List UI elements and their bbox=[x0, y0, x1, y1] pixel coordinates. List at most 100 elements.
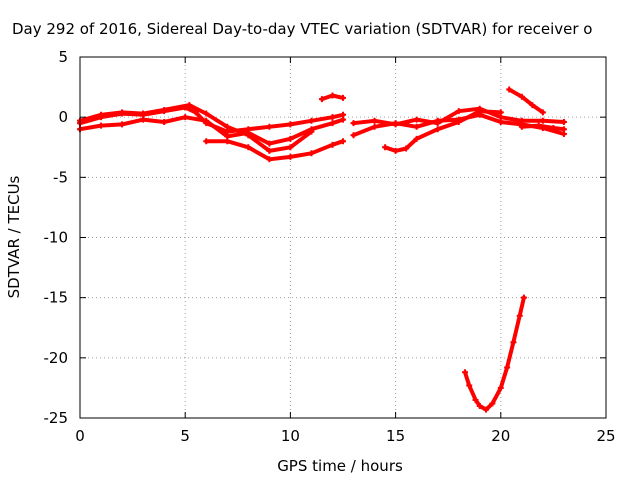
data-point bbox=[329, 114, 336, 121]
data-point bbox=[403, 145, 410, 152]
data-point bbox=[203, 110, 210, 117]
data-point bbox=[539, 109, 546, 116]
data-point bbox=[476, 402, 483, 409]
data-point bbox=[392, 147, 399, 154]
data-point bbox=[340, 94, 346, 101]
data-point bbox=[506, 86, 513, 93]
chart-title: Day 292 of 2016, Sidereal Day-to-day VTE… bbox=[12, 20, 592, 38]
data-point bbox=[550, 124, 557, 131]
data-point bbox=[329, 120, 336, 127]
data-point bbox=[371, 123, 378, 130]
data-point bbox=[119, 109, 126, 116]
y-tick-label: -25 bbox=[44, 409, 69, 427]
data-point bbox=[350, 120, 357, 127]
data-point bbox=[560, 126, 567, 133]
data-point bbox=[140, 116, 147, 123]
data-point bbox=[434, 117, 441, 124]
series-track-c bbox=[204, 139, 345, 162]
data-point bbox=[224, 123, 231, 130]
series-track-j bbox=[519, 123, 566, 132]
data-point bbox=[466, 382, 473, 389]
data-point bbox=[382, 144, 389, 151]
data-point bbox=[329, 141, 336, 148]
data-point bbox=[462, 369, 469, 376]
x-tick-label: 5 bbox=[180, 427, 190, 445]
data-point bbox=[434, 126, 441, 133]
data-point bbox=[340, 116, 346, 123]
data-point bbox=[340, 138, 346, 145]
data-point bbox=[245, 144, 252, 151]
y-tick-label: 5 bbox=[58, 48, 68, 66]
data-point bbox=[392, 120, 399, 127]
data-point bbox=[483, 406, 490, 413]
data-point bbox=[539, 117, 546, 124]
data-point bbox=[510, 339, 517, 346]
data-point bbox=[516, 312, 523, 319]
series-track-b bbox=[78, 115, 345, 146]
data-point bbox=[287, 153, 294, 160]
data-point bbox=[371, 117, 378, 124]
x-tick-label: 0 bbox=[75, 427, 85, 445]
y-axis-title: SDTVAR / TECUs bbox=[5, 175, 23, 298]
data-point bbox=[98, 111, 105, 118]
data-point bbox=[308, 150, 315, 157]
data-point bbox=[489, 400, 496, 407]
data-point bbox=[476, 108, 483, 115]
data-point bbox=[308, 117, 315, 124]
x-tick-label: 10 bbox=[281, 427, 300, 445]
y-tick-label: -15 bbox=[44, 289, 69, 307]
data-point bbox=[472, 396, 479, 403]
y-tick-label: -5 bbox=[53, 168, 68, 186]
data-point bbox=[455, 108, 462, 115]
data-point bbox=[497, 384, 504, 391]
data-point bbox=[203, 138, 210, 145]
data-point bbox=[318, 96, 325, 103]
data-point bbox=[308, 128, 315, 135]
series-track-d bbox=[78, 103, 314, 153]
data-point bbox=[497, 109, 504, 116]
series-track-k bbox=[463, 295, 526, 412]
tick-layer: 0 5 10 15 20 25 -25 -20 -15 -10 -5 0 5 bbox=[44, 48, 616, 445]
data-point bbox=[98, 122, 105, 129]
data-point bbox=[287, 135, 294, 142]
data-point bbox=[350, 132, 357, 139]
data-point bbox=[119, 121, 126, 128]
data-point bbox=[520, 294, 527, 301]
data-point bbox=[224, 138, 231, 145]
data-point bbox=[266, 156, 273, 163]
y-tick-label: -10 bbox=[44, 229, 69, 247]
y-tick-label: -20 bbox=[44, 349, 69, 367]
data-point bbox=[518, 123, 525, 130]
data-point bbox=[535, 122, 542, 129]
data-point bbox=[529, 102, 536, 109]
data-point bbox=[504, 364, 511, 371]
data-point bbox=[266, 123, 273, 130]
series-track-i bbox=[507, 87, 545, 115]
data-point bbox=[245, 132, 252, 139]
data-point bbox=[560, 118, 567, 125]
series-layer bbox=[77, 86, 567, 413]
data-point bbox=[413, 116, 420, 123]
data-point bbox=[161, 118, 168, 125]
x-tick-label: 25 bbox=[596, 427, 615, 445]
data-point bbox=[413, 123, 420, 130]
data-point bbox=[266, 147, 273, 154]
data-point bbox=[266, 140, 273, 147]
data-point bbox=[203, 117, 210, 124]
x-axis-title: GPS time / hours bbox=[277, 457, 403, 475]
data-point bbox=[455, 118, 462, 125]
y-tick-label: 0 bbox=[58, 108, 68, 126]
data-point bbox=[186, 102, 193, 109]
x-tick-label: 20 bbox=[491, 427, 510, 445]
data-point bbox=[413, 135, 420, 142]
data-point bbox=[140, 110, 147, 117]
data-point bbox=[497, 118, 504, 125]
data-point bbox=[518, 93, 525, 100]
data-point bbox=[182, 114, 189, 121]
data-point bbox=[161, 106, 168, 113]
x-tick-label: 15 bbox=[386, 427, 405, 445]
data-point bbox=[287, 144, 294, 151]
data-point bbox=[287, 121, 294, 128]
data-point bbox=[329, 92, 336, 99]
